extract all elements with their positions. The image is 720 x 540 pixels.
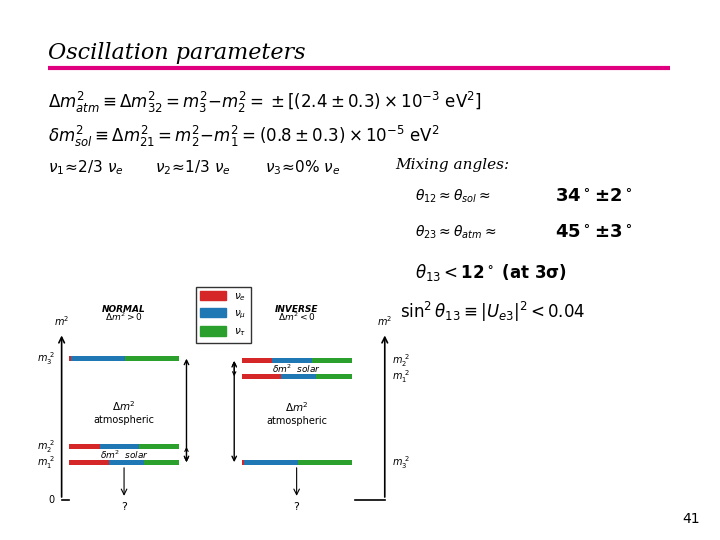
- Text: $m_2^{\ 2}$: $m_2^{\ 2}$: [37, 438, 54, 455]
- Text: $\sin^2\theta_{13} \equiv |U_{e3}|^2 < 0.04$: $\sin^2\theta_{13} \equiv |U_{e3}|^2 < 0…: [400, 300, 585, 324]
- Bar: [244, 460, 298, 465]
- Bar: [69, 356, 71, 361]
- Text: $\delta m^2$  solar: $\delta m^2$ solar: [99, 448, 148, 461]
- Text: $\nu_2\!\approx\!1/3\ \nu_e$: $\nu_2\!\approx\!1/3\ \nu_e$: [155, 158, 230, 177]
- Text: $\Delta m^2_{\mathit{atm}} \equiv \Delta m^2_{32} = m^2_3\mathit{-}m^2_2 = \pm[(: $\Delta m^2_{\mathit{atm}} \equiv \Delta…: [48, 90, 482, 115]
- Text: $\nu_1\!\approx\!2/3\ \nu_e$: $\nu_1\!\approx\!2/3\ \nu_e$: [48, 158, 124, 177]
- Text: ?: ?: [294, 502, 300, 512]
- Bar: [69, 444, 100, 449]
- Text: $m_2^{\ 2}$: $m_2^{\ 2}$: [392, 352, 410, 369]
- Text: $\nu_3\!\approx\!0\%\ \nu_e$: $\nu_3\!\approx\!0\%\ \nu_e$: [265, 158, 341, 177]
- Text: $\mathbf{45^\circ\!\pm\!3^\circ}$: $\mathbf{45^\circ\!\pm\!3^\circ}$: [555, 224, 633, 242]
- Text: $m_1^{\ 2}$: $m_1^{\ 2}$: [37, 454, 54, 471]
- Text: $m_3^{\ 2}$: $m_3^{\ 2}$: [392, 454, 410, 471]
- Bar: [317, 374, 352, 379]
- Text: INVERSE: INVERSE: [275, 305, 318, 314]
- Text: 0: 0: [48, 495, 54, 505]
- Bar: [242, 358, 272, 363]
- Text: $\Delta m^2$: $\Delta m^2$: [112, 399, 136, 413]
- Text: $\theta_{13} < \mathbf{12^\circ}\ \mathbf{(at\ 3\sigma)}$: $\theta_{13} < \mathbf{12^\circ}\ \mathb…: [415, 262, 567, 283]
- Bar: [109, 460, 144, 465]
- Bar: [69, 460, 109, 465]
- Text: $\Delta m^2 < 0$: $\Delta m^2 < 0$: [278, 311, 315, 323]
- Text: $m_3^{\ 2}$: $m_3^{\ 2}$: [37, 350, 54, 367]
- Bar: [140, 444, 179, 449]
- Bar: [242, 374, 282, 379]
- Text: $\theta_{12} \approx \theta_{sol} \approx$: $\theta_{12} \approx \theta_{sol} \appro…: [415, 188, 491, 205]
- Text: $m^2$: $m^2$: [377, 314, 392, 328]
- Text: $\delta m^2_{\mathit{sol}} \equiv \Delta m^2_{21} = m^2_2\mathit{-}m^2_1 = (0.8\: $\delta m^2_{\mathit{sol}} \equiv \Delta…: [48, 124, 440, 149]
- Text: 41: 41: [683, 512, 700, 526]
- Bar: [100, 444, 140, 449]
- Text: $\Delta m^2$: $\Delta m^2$: [285, 400, 308, 414]
- Text: atmospheric: atmospheric: [94, 415, 155, 425]
- Bar: [312, 358, 352, 363]
- Text: atmospheric: atmospheric: [266, 416, 327, 426]
- Text: $\mathbf{34^\circ\!\pm\!2^\circ}$: $\mathbf{34^\circ\!\pm\!2^\circ}$: [555, 188, 633, 206]
- Text: $\theta_{23} \approx \theta_{atm} \approx$: $\theta_{23} \approx \theta_{atm} \appro…: [415, 224, 496, 241]
- Text: Mixing angles:: Mixing angles:: [395, 158, 509, 172]
- Bar: [71, 356, 125, 361]
- Bar: [298, 460, 352, 465]
- Bar: [242, 460, 244, 465]
- Text: $m_1^{\ 2}$: $m_1^{\ 2}$: [392, 368, 410, 385]
- Bar: [272, 358, 312, 363]
- Text: NORMAL: NORMAL: [102, 305, 146, 314]
- Text: $\delta m^2$  solar: $\delta m^2$ solar: [272, 362, 321, 375]
- Text: Oscillation parameters: Oscillation parameters: [48, 42, 305, 64]
- Legend: $\nu_e$, $\nu_\mu$, $\nu_\tau$: $\nu_e$, $\nu_\mu$, $\nu_\tau$: [196, 287, 251, 342]
- Text: $m^2$: $m^2$: [54, 314, 69, 328]
- Bar: [282, 374, 317, 379]
- Text: ?: ?: [121, 502, 127, 512]
- Text: $\Delta m^2 > 0$: $\Delta m^2 > 0$: [105, 311, 143, 323]
- Bar: [125, 356, 179, 361]
- Bar: [144, 460, 179, 465]
